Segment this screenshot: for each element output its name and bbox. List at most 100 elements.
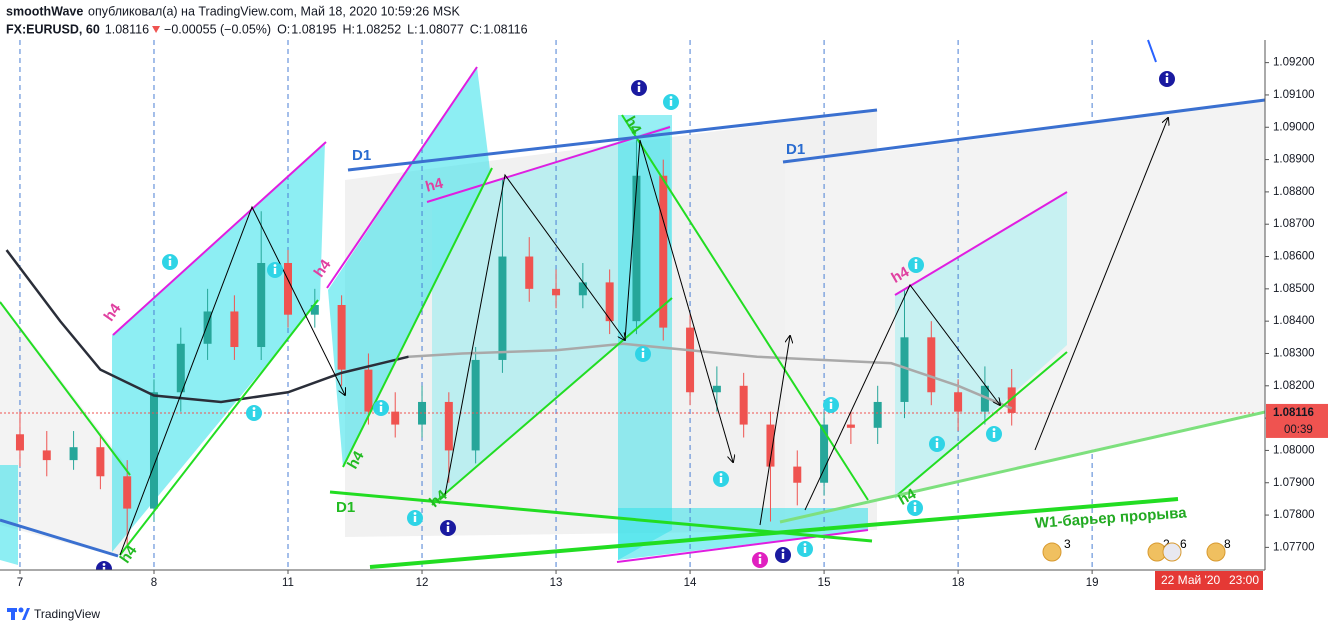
bottom-area (0, 570, 1329, 634)
candle-body (605, 282, 614, 322)
candle-body (846, 424, 855, 428)
legend-text: 1.08252 (356, 22, 401, 36)
author: smoothWave (6, 4, 83, 18)
info-glyph (758, 558, 762, 564)
trend-line (779, 410, 1266, 524)
annotation: D1 (786, 141, 805, 158)
info-glyph (641, 352, 645, 358)
candle-body (203, 311, 212, 344)
annotation: h4 (621, 113, 645, 137)
info-glyph (669, 100, 673, 106)
y-tick-label: 1.08000 (1273, 444, 1315, 456)
candle-body (739, 385, 748, 425)
info-glyph (781, 549, 785, 552)
y-tick-label: 1.08600 (1273, 251, 1315, 263)
logo (7, 607, 30, 620)
candle-body (123, 476, 132, 509)
candle-body (42, 450, 51, 461)
arrow (804, 284, 1000, 511)
x-tick-label: 13 (550, 577, 563, 589)
channel (432, 125, 672, 505)
legend: FX:EURUSD, 60 1.08116 −0.00055 (−0.05%) O: 1… (6, 22, 528, 36)
y-tick-label: 1.07800 (1273, 509, 1315, 521)
candle-body (980, 385, 989, 412)
info-glyph (914, 263, 918, 269)
info-glyph (637, 86, 641, 92)
subtitle: опубликовал(а) на TradingView.com, Май 1… (88, 4, 460, 18)
candle-body (525, 256, 534, 289)
annotation: h4 (344, 448, 368, 472)
candle-body (284, 262, 293, 315)
annotation: h4 (101, 300, 125, 325)
countdown: 00:39 (1284, 424, 1313, 436)
footer-brand: TradingView (34, 607, 100, 621)
trend-line (616, 529, 869, 563)
cursor-date: 22 Май '20 (1161, 573, 1220, 587)
info-glyph (273, 268, 277, 274)
candle-body (927, 337, 936, 393)
y-tick-label: 1.07900 (1273, 477, 1315, 489)
info-glyph (446, 526, 450, 532)
candle-body (15, 434, 24, 451)
y-tick-label: 1.08500 (1273, 283, 1315, 295)
arrow (119, 205, 345, 556)
info-glyph (413, 516, 417, 522)
y-tick-label: 1.09200 (1273, 57, 1315, 69)
x-tick-label: 14 (684, 577, 697, 589)
candle-body (364, 369, 373, 412)
info-glyph (781, 553, 785, 559)
candle-body (310, 305, 319, 315)
info-glyph (719, 473, 723, 476)
info-glyph (719, 477, 723, 483)
info-glyph (829, 399, 833, 402)
candle-body (900, 337, 909, 402)
x-tick-label: 7 (17, 577, 23, 589)
down-arrow (152, 26, 161, 33)
x-tick-label: 18 (952, 577, 965, 589)
arrow (624, 139, 733, 462)
legend-text: 1.08195 (291, 22, 336, 36)
info-glyph (379, 406, 383, 412)
y-tick-label: 1.08800 (1273, 186, 1315, 198)
events: 3 2 6 8 (1042, 537, 1231, 562)
legend-text: FX:EURUSD, 60 (6, 22, 100, 36)
legend-text: L: (407, 22, 417, 36)
info-glyph (1165, 73, 1169, 76)
candle-body (686, 327, 695, 393)
candle-body (176, 343, 185, 393)
trend-line (0, 301, 131, 476)
trend-line (119, 299, 319, 556)
annotation: D1 (352, 147, 371, 164)
trend-line (431, 297, 673, 506)
candle-body (820, 424, 829, 483)
candle-body (230, 311, 239, 348)
info-glyph (252, 407, 256, 410)
candle-body (257, 262, 266, 348)
y-tick-label: 1.08400 (1273, 315, 1315, 327)
info-glyph (1165, 77, 1169, 83)
event-count: 8 (1224, 537, 1231, 551)
info-glyph (829, 403, 833, 409)
axes: 7 8 11 12 13 14 15 18 19 1.07700 1.07800 1.07900 1.0… (17, 57, 1328, 589)
y-tick-label: 1.09100 (1273, 89, 1315, 101)
candle-body (96, 447, 105, 477)
info-glyph (935, 442, 939, 448)
candle-body (712, 385, 721, 393)
x-tick-label: 8 (151, 577, 157, 589)
y-tick-label: 1.07700 (1273, 541, 1315, 553)
candle-body (659, 175, 668, 328)
candle-body (391, 411, 400, 425)
info-glyph (102, 563, 106, 566)
candle-body (69, 447, 78, 461)
candles (0, 140, 1265, 548)
annotation: h4 (424, 175, 446, 196)
y-tick-label: 1.08300 (1273, 348, 1315, 360)
legend-text: 1.08116 (483, 22, 527, 36)
legend-text: H: (342, 22, 355, 36)
trend-line (326, 66, 478, 289)
x-tick-label: 12 (416, 577, 429, 589)
legend-text: O: (277, 22, 290, 36)
legend-text: 1.08116 (105, 22, 149, 36)
